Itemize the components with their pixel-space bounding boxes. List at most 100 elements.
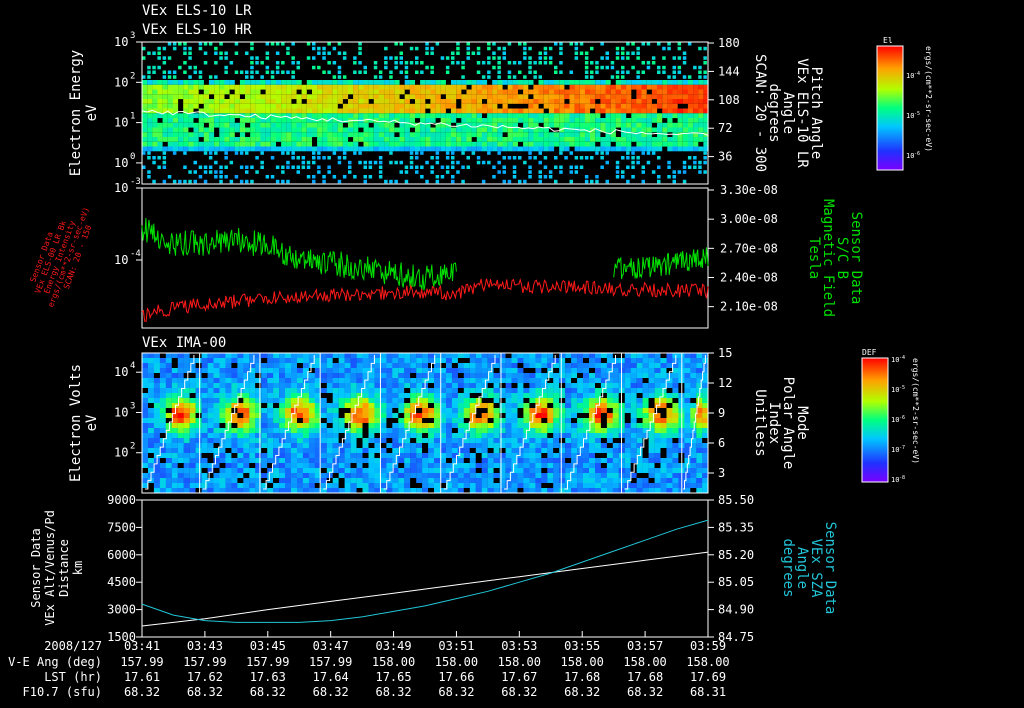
els-cell	[167, 132, 173, 138]
els-cell	[600, 165, 604, 169]
els-cell	[512, 170, 517, 174]
els-cell	[538, 137, 544, 142]
els-cell	[142, 99, 148, 104]
els-cell	[255, 84, 261, 90]
ima-cell	[165, 358, 172, 364]
els-cell	[636, 51, 640, 55]
els-cell	[415, 165, 419, 169]
els-cell	[610, 118, 616, 123]
els-cell	[543, 146, 549, 152]
els-cell	[239, 151, 244, 155]
els-cell	[584, 113, 591, 119]
ima-cell	[499, 363, 506, 369]
els-cell	[476, 89, 482, 95]
ima-cell	[255, 433, 262, 439]
els-cell	[445, 113, 452, 119]
ima-cell	[457, 413, 464, 419]
ima-cell	[434, 393, 441, 399]
ima-cell	[326, 423, 333, 429]
ima-cell	[338, 463, 345, 469]
els-cell	[337, 42, 342, 46]
ima-cell	[487, 443, 494, 449]
ima-cell	[404, 423, 411, 429]
ima-cell	[177, 378, 184, 384]
els-cell	[476, 94, 482, 100]
ima-cell	[672, 378, 679, 384]
els-cell	[394, 160, 398, 165]
els-cell	[265, 103, 271, 109]
els-cell	[636, 132, 642, 138]
els-cell	[214, 175, 218, 179]
ima-cell	[523, 418, 530, 424]
ima-ylabel: eV	[84, 414, 100, 431]
els-cell	[342, 103, 349, 109]
els-cell	[322, 46, 326, 51]
els-cell	[646, 108, 652, 114]
els-cell	[306, 122, 312, 128]
ima-cell	[660, 408, 667, 414]
els-cell	[435, 113, 441, 119]
ima-cell	[177, 363, 184, 369]
ima-cell	[356, 383, 363, 389]
ima-cell	[690, 388, 697, 394]
ima-cell	[308, 408, 315, 414]
ima-cell	[434, 368, 441, 374]
ima-cell	[624, 463, 631, 469]
ima-cell	[600, 463, 607, 469]
ima-cell	[600, 373, 607, 379]
els-cell	[502, 156, 506, 160]
ima-cell	[690, 378, 697, 384]
els-cell	[590, 113, 596, 119]
ima-cell	[183, 423, 190, 429]
els-cell	[224, 51, 228, 55]
els-cell	[693, 99, 699, 104]
els-cell	[584, 56, 589, 60]
ima-cell	[392, 393, 399, 399]
ima-cell	[142, 488, 149, 494]
els-cell	[224, 127, 230, 133]
ima-cell	[612, 458, 619, 464]
els-cell	[677, 137, 683, 142]
ima-cell	[380, 383, 387, 389]
ima-cell	[332, 468, 339, 474]
els-cell	[219, 165, 223, 169]
ima-cell	[243, 463, 250, 469]
ima-cell	[177, 388, 184, 394]
els-cell	[677, 122, 683, 128]
els-cell	[693, 165, 697, 169]
els-cell	[142, 94, 148, 100]
ima-cell	[189, 483, 196, 489]
ima-cell	[297, 383, 304, 389]
ima-cell	[243, 358, 250, 364]
els-cell	[698, 89, 704, 95]
ima-cell	[457, 483, 464, 489]
els-cell	[487, 108, 493, 114]
els-cell	[672, 84, 678, 90]
ima-cell	[207, 478, 214, 484]
ima-cell	[481, 468, 488, 474]
els-cell	[646, 42, 651, 46]
els-cell	[693, 122, 699, 128]
els-cell	[301, 122, 307, 128]
els-cell	[703, 56, 707, 60]
ima-cell	[148, 363, 155, 369]
els-cell	[471, 103, 477, 109]
ima-cell	[583, 428, 590, 434]
els-cell	[157, 146, 163, 152]
ima-cell	[308, 428, 315, 434]
els-cell	[250, 103, 256, 109]
ima-cell	[505, 458, 512, 464]
els-cell	[579, 146, 585, 152]
ima-cell	[356, 428, 363, 434]
els-cell	[234, 51, 239, 55]
els-cell	[615, 160, 620, 165]
ima-cell	[416, 468, 423, 474]
ima-cell	[392, 423, 399, 429]
els-cell	[456, 137, 462, 142]
ima-cell	[380, 393, 387, 399]
ima-cell	[612, 373, 619, 379]
ima-cell	[255, 428, 262, 434]
ima-cell	[499, 358, 506, 364]
els-cell	[451, 108, 457, 114]
ima-cell	[487, 373, 494, 379]
